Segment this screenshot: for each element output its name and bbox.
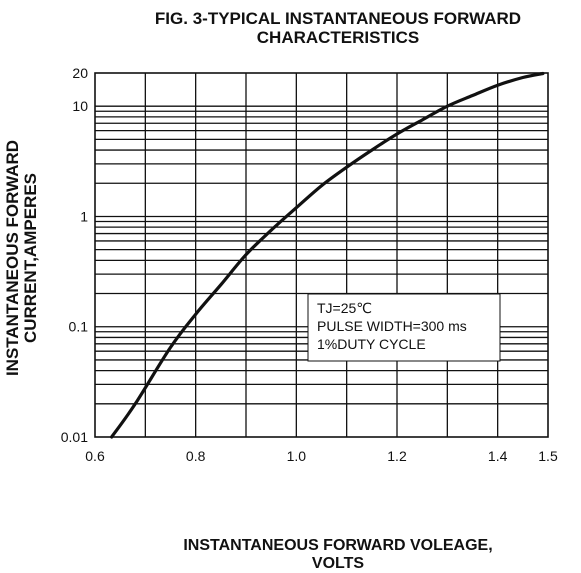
chart-title-line-2: CHARACTERISTICS xyxy=(256,28,420,47)
x-axis-label-line-2: VOLTS xyxy=(311,555,365,572)
x-tick-label: 0.8 xyxy=(186,448,206,464)
y-tick-label: 0.1 xyxy=(69,319,89,335)
series-line xyxy=(110,71,545,439)
annotation-box xyxy=(307,293,501,362)
annotation-duty-cycle: 1%DUTY CYCLE xyxy=(317,336,426,352)
x-tick-label: 1.5 xyxy=(538,448,558,464)
annotation-temperature: TJ=25℃ xyxy=(317,300,372,316)
x-tick-label: 1.4 xyxy=(488,448,508,464)
annotation-pulse-width: PULSE WIDTH=300 ms xyxy=(317,318,467,334)
x-tick-label: 0.6 xyxy=(85,448,105,464)
chart-title-line-1: FIG. 3-TYPICAL INSTANTANEOUS FORWARD xyxy=(154,9,522,28)
y-tick-label: 1 xyxy=(80,208,88,224)
x-tick-label: 1.0 xyxy=(287,448,307,464)
y-tick-label: 0.01 xyxy=(61,429,88,445)
tick-labels: 0.6 0.8 1.0 1.2 1.4 1.5 0.01 0.1 1 10 20 xyxy=(61,65,558,464)
y-tick-label: 20 xyxy=(72,65,88,81)
y-tick-label: 10 xyxy=(72,98,88,114)
grid xyxy=(95,73,548,437)
x-axis-label-line-1: INSTANTANEOUS FORWARD VOLEAGE, xyxy=(183,537,493,554)
x-tick-label: 1.2 xyxy=(387,448,407,464)
plot-frame xyxy=(94,72,549,438)
